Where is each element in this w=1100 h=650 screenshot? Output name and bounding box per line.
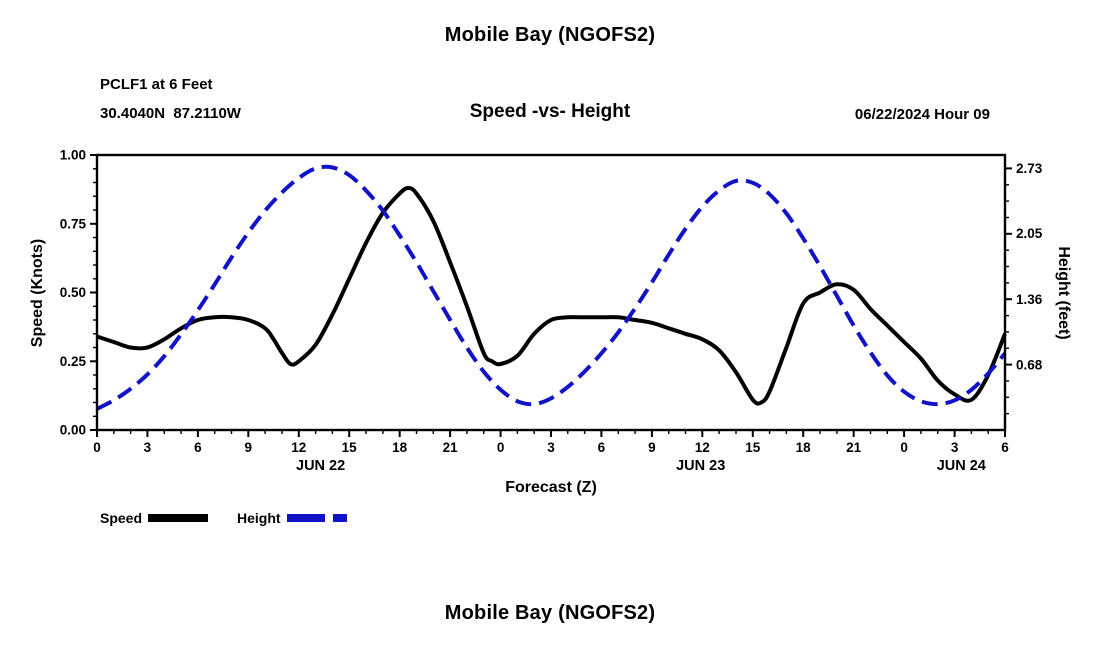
chart-title-bottom: Mobile Bay (NGOFS2)	[444, 602, 656, 624]
svg-text:0.68: 0.68	[1016, 357, 1043, 372]
svg-text:JUN 22: JUN 22	[296, 458, 345, 474]
legend-speed-label: Speed	[100, 510, 143, 526]
svg-text:2.05: 2.05	[1016, 226, 1043, 241]
svg-text:0: 0	[900, 440, 908, 455]
svg-text:9: 9	[245, 440, 253, 455]
forecast-datetime: 06/22/2024 Hour 09	[854, 106, 990, 123]
x-axis-label: Forecast (Z)	[505, 479, 597, 496]
svg-text:18: 18	[392, 440, 408, 455]
svg-text:0: 0	[93, 440, 101, 455]
svg-text:3: 3	[951, 440, 959, 455]
svg-text:9: 9	[648, 440, 656, 455]
svg-text:15: 15	[745, 440, 761, 455]
svg-text:1.00: 1.00	[60, 148, 86, 163]
legend-height-label: Height	[237, 510, 281, 526]
legend-speed-swatch	[148, 514, 209, 522]
svg-text:0.00: 0.00	[60, 423, 86, 438]
svg-text:1.36: 1.36	[1016, 292, 1043, 307]
svg-text:18: 18	[796, 440, 812, 455]
chart-subtitle: Speed -vs- Height	[469, 101, 631, 122]
svg-text:3: 3	[144, 440, 152, 455]
svg-text:21: 21	[846, 440, 862, 455]
svg-text:15: 15	[342, 440, 358, 455]
svg-text:0.75: 0.75	[60, 216, 87, 231]
svg-text:3: 3	[547, 440, 555, 455]
svg-text:12: 12	[291, 440, 306, 455]
svg-text:6: 6	[194, 440, 202, 455]
legend-height-swatch	[286, 514, 347, 522]
svg-text:0.25: 0.25	[60, 354, 87, 369]
svg-text:12: 12	[695, 440, 710, 455]
station-name: PCLF1 at 6 Feet	[100, 76, 213, 93]
svg-text:0.50: 0.50	[60, 285, 86, 300]
svg-text:JUN 24: JUN 24	[937, 458, 986, 474]
station-coordinates: 30.4040N 87.2110W	[100, 105, 241, 122]
svg-text:6: 6	[598, 440, 606, 455]
svg-text:2.73: 2.73	[1016, 161, 1043, 176]
svg-text:6: 6	[1001, 440, 1009, 455]
svg-text:0: 0	[497, 440, 505, 455]
svg-text:21: 21	[443, 440, 459, 455]
chart-title-top: Mobile Bay (NGOFS2)	[444, 24, 656, 46]
legend: Speed Height	[100, 510, 348, 526]
svg-text:JUN 23: JUN 23	[676, 458, 725, 474]
